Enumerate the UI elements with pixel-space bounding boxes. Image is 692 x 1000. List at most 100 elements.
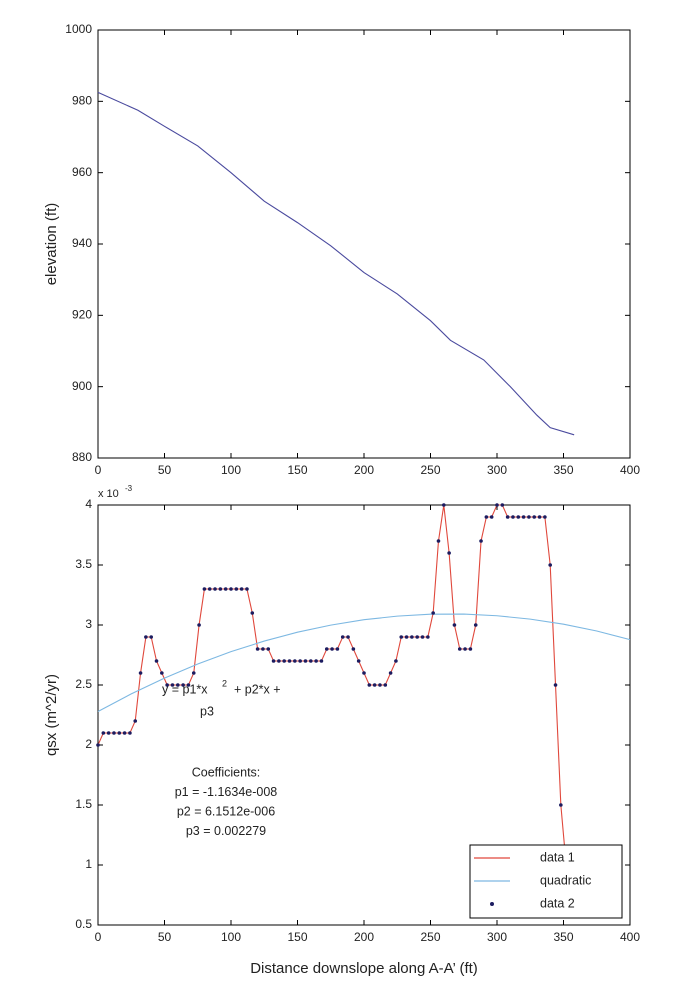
data-point <box>527 515 531 519</box>
y-tick-label: 880 <box>72 450 92 464</box>
x-axis-label: Distance downslope along A-A’ (ft) <box>250 960 478 977</box>
x-tick-label: 0 <box>95 463 102 477</box>
data-point <box>394 659 398 663</box>
data-point <box>442 503 446 507</box>
data-point <box>501 503 505 507</box>
data-point <box>463 647 467 651</box>
x-tick-label: 350 <box>553 930 573 944</box>
data-point <box>304 659 308 663</box>
figure: A A’ 05010015020025030035040088090092094… <box>0 0 692 1000</box>
data-point <box>554 683 558 687</box>
data-point <box>522 515 526 519</box>
x-tick-label: 0 <box>95 930 102 944</box>
x-tick-label: 350 <box>553 463 573 477</box>
data-point <box>474 623 478 627</box>
x-tick-label: 50 <box>158 463 172 477</box>
data-point <box>516 515 520 519</box>
y-tick-label: 4 <box>85 497 92 511</box>
y-tick-label: 3 <box>85 617 92 631</box>
x-tick-label: 200 <box>354 463 374 477</box>
x-tick-label: 100 <box>221 930 241 944</box>
x-tick-label: 400 <box>620 463 640 477</box>
data-point <box>378 683 382 687</box>
x-tick-label: 400 <box>620 930 640 944</box>
data-point <box>128 731 132 735</box>
axis-exponent: -3 <box>125 484 133 493</box>
y-axis-label: elevation (ft) <box>43 203 60 286</box>
x-tick-label: 200 <box>354 930 374 944</box>
data-point <box>117 731 121 735</box>
data-point <box>320 659 324 663</box>
data-point <box>213 587 217 591</box>
data-point <box>426 635 430 639</box>
data-point <box>314 659 318 663</box>
data-point <box>240 587 244 591</box>
x-tick-label: 150 <box>287 930 307 944</box>
data-point <box>383 683 387 687</box>
x-tick-label: 300 <box>487 463 507 477</box>
data-point <box>256 647 260 651</box>
y-tick-label: 0.5 <box>75 917 92 931</box>
data-point <box>495 503 499 507</box>
data-point <box>543 515 547 519</box>
data-point <box>155 659 159 663</box>
data-point <box>309 659 313 663</box>
data-point <box>229 587 233 591</box>
data-point <box>336 647 340 651</box>
data-point <box>453 623 457 627</box>
data-point <box>410 635 414 639</box>
data-point <box>357 659 361 663</box>
data-point <box>208 587 212 591</box>
data-point <box>123 731 127 735</box>
data-point <box>112 731 116 735</box>
data-point <box>325 647 329 651</box>
axis-exponent: x 10 <box>98 488 119 500</box>
coefficients: p1 = -1.1634e-008 <box>175 785 278 799</box>
data-point <box>192 671 196 675</box>
data-point <box>506 515 510 519</box>
x-tick-label: 50 <box>158 930 172 944</box>
data-point <box>389 671 393 675</box>
data-point <box>447 551 451 555</box>
data-point <box>346 635 350 639</box>
data-point <box>293 659 297 663</box>
data-point <box>437 539 441 543</box>
data-point <box>149 635 153 639</box>
data-point <box>219 587 223 591</box>
legend-label: quadratic <box>540 873 591 887</box>
y-tick-label: 920 <box>72 308 92 322</box>
data-point <box>250 611 254 615</box>
data-point <box>458 647 462 651</box>
y-tick-label: 1.5 <box>75 797 92 811</box>
equation: + p2*x + <box>234 682 281 696</box>
data-point <box>261 647 265 651</box>
data-point <box>235 587 239 591</box>
data-point <box>559 803 563 807</box>
data-point <box>511 515 515 519</box>
coefficients: p3 = 0.002279 <box>186 824 266 838</box>
data-point <box>431 611 435 615</box>
legend-label: data 1 <box>540 850 575 864</box>
x-tick-label: 250 <box>420 463 440 477</box>
data-point <box>203 587 207 591</box>
plot-area <box>98 30 630 458</box>
y-tick-label: 1 <box>85 857 92 871</box>
data-point <box>330 647 334 651</box>
legend-label: data 2 <box>540 896 575 910</box>
y-tick-label: 2.5 <box>75 677 92 691</box>
page: A A’ 05010015020025030035040088090092094… <box>0 0 692 1000</box>
legend-swatch <box>490 902 494 906</box>
data-point <box>139 671 143 675</box>
y-tick-label: 3.5 <box>75 557 92 571</box>
data-point <box>479 539 483 543</box>
legend: data 1 quadratic data 2 <box>470 845 622 918</box>
data-point <box>362 671 366 675</box>
equation: y = p1*x <box>162 682 208 696</box>
data-point <box>133 719 137 723</box>
data-point <box>160 671 164 675</box>
coefficients: p2 = 6.1512e-006 <box>177 804 275 818</box>
equation: 2 <box>222 678 227 688</box>
equation: p3 <box>200 704 214 718</box>
data-point <box>266 647 270 651</box>
data-point <box>341 635 345 639</box>
